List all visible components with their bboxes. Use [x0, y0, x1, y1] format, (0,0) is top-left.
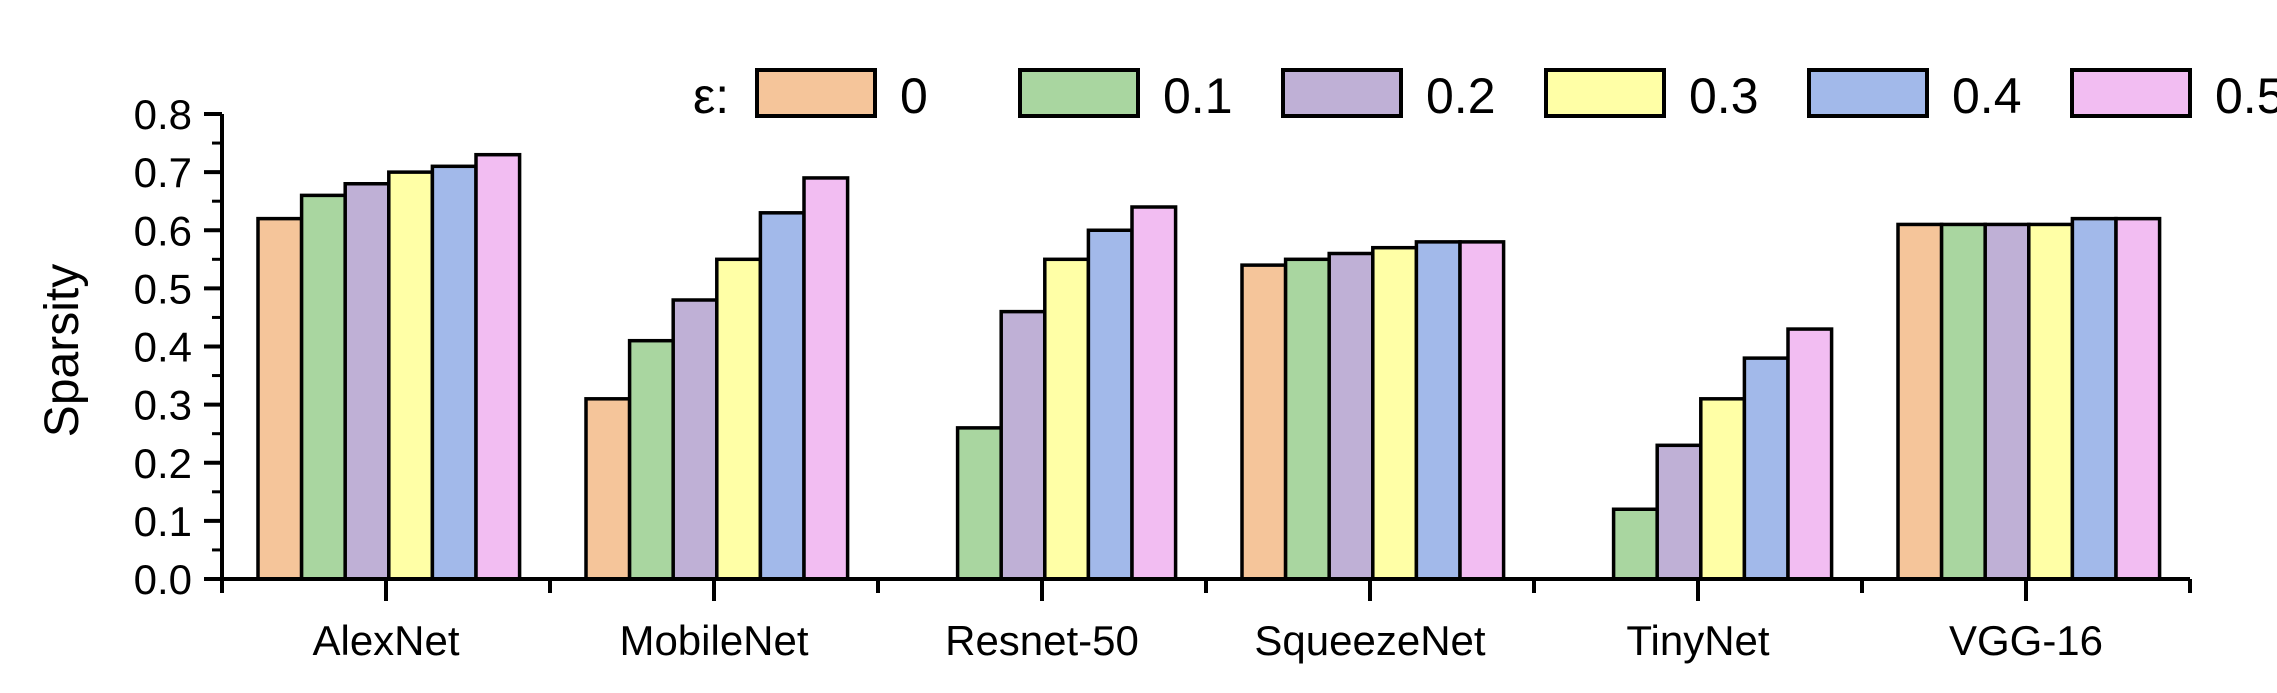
bar — [627, 338, 675, 581]
bar — [671, 298, 719, 581]
bar — [1414, 240, 1462, 581]
bar — [584, 397, 632, 581]
bar — [1458, 240, 1506, 581]
bar — [1896, 222, 1944, 581]
bar — [1283, 257, 1331, 581]
bar — [1611, 507, 1659, 581]
bar — [1699, 397, 1747, 581]
bar — [430, 164, 478, 581]
legend-label: 0.5 — [2215, 68, 2277, 124]
bar — [715, 257, 763, 581]
y-tick-label: 0.4 — [134, 324, 192, 371]
bar — [1939, 222, 1987, 581]
bar — [1327, 251, 1375, 581]
x-tick-label: AlexNet — [312, 617, 459, 664]
bar — [1786, 327, 1834, 581]
legend-title: ε: — [693, 68, 729, 124]
bar — [474, 152, 522, 581]
legend-swatch — [755, 68, 877, 118]
x-tick-label: VGG-16 — [1949, 617, 2103, 664]
x-tick-label: Resnet-50 — [945, 617, 1139, 664]
x-tick-label: SqueezeNet — [1254, 617, 1485, 664]
bar — [2114, 216, 2162, 581]
legend-swatch — [2070, 68, 2192, 118]
bar — [999, 309, 1047, 581]
y-tick-label: 0.1 — [134, 498, 192, 545]
bar — [1043, 257, 1091, 581]
bar — [343, 182, 391, 581]
legend-swatch — [1807, 68, 1929, 118]
y-tick-label: 0.6 — [134, 207, 192, 254]
bar — [802, 176, 850, 581]
bar — [1240, 263, 1288, 581]
bar — [1130, 205, 1178, 581]
legend: ε: 0 0.1 0.2 0.3 0.4 0.5 — [693, 68, 2277, 124]
y-tick-label: 0.3 — [134, 382, 192, 429]
y-tick-label: 0.5 — [134, 265, 192, 312]
axes-group: 0.0 0.1 0.2 0.3 0.4 0.5 0.6 0.7 0.8 AlexNet Mobile… — [134, 91, 2192, 664]
y-axis-label: Sparsity — [36, 264, 89, 437]
legend-label: 0.4 — [1952, 68, 2022, 124]
bar — [955, 426, 1003, 581]
y-tick-label: 0.0 — [134, 556, 192, 603]
bar — [299, 193, 347, 581]
y-tick-label: 0.8 — [134, 91, 192, 138]
bar — [2070, 216, 2118, 581]
bar — [2027, 222, 2075, 581]
legend-label: 0.2 — [1426, 68, 1496, 124]
legend-swatch — [1544, 68, 1666, 118]
bar — [1371, 245, 1419, 581]
bar — [387, 170, 435, 581]
legend-label: 0.3 — [1689, 68, 1759, 124]
legend-swatch — [1018, 68, 1140, 118]
bar — [1983, 222, 2031, 581]
legend-swatch — [1281, 68, 1403, 118]
bar — [1086, 228, 1134, 581]
x-tick-label: TinyNet — [1626, 617, 1769, 664]
legend-label: 0 — [900, 68, 928, 124]
bar — [1742, 356, 1790, 581]
bars-group — [256, 152, 2162, 581]
x-tick-label: MobileNet — [619, 617, 808, 664]
bar — [1655, 443, 1703, 581]
y-tick-label: 0.2 — [134, 440, 192, 487]
bar — [256, 216, 304, 581]
bar — [758, 211, 806, 581]
legend-label: 0.1 — [1163, 68, 1233, 124]
y-tick-label: 0.7 — [134, 149, 192, 196]
